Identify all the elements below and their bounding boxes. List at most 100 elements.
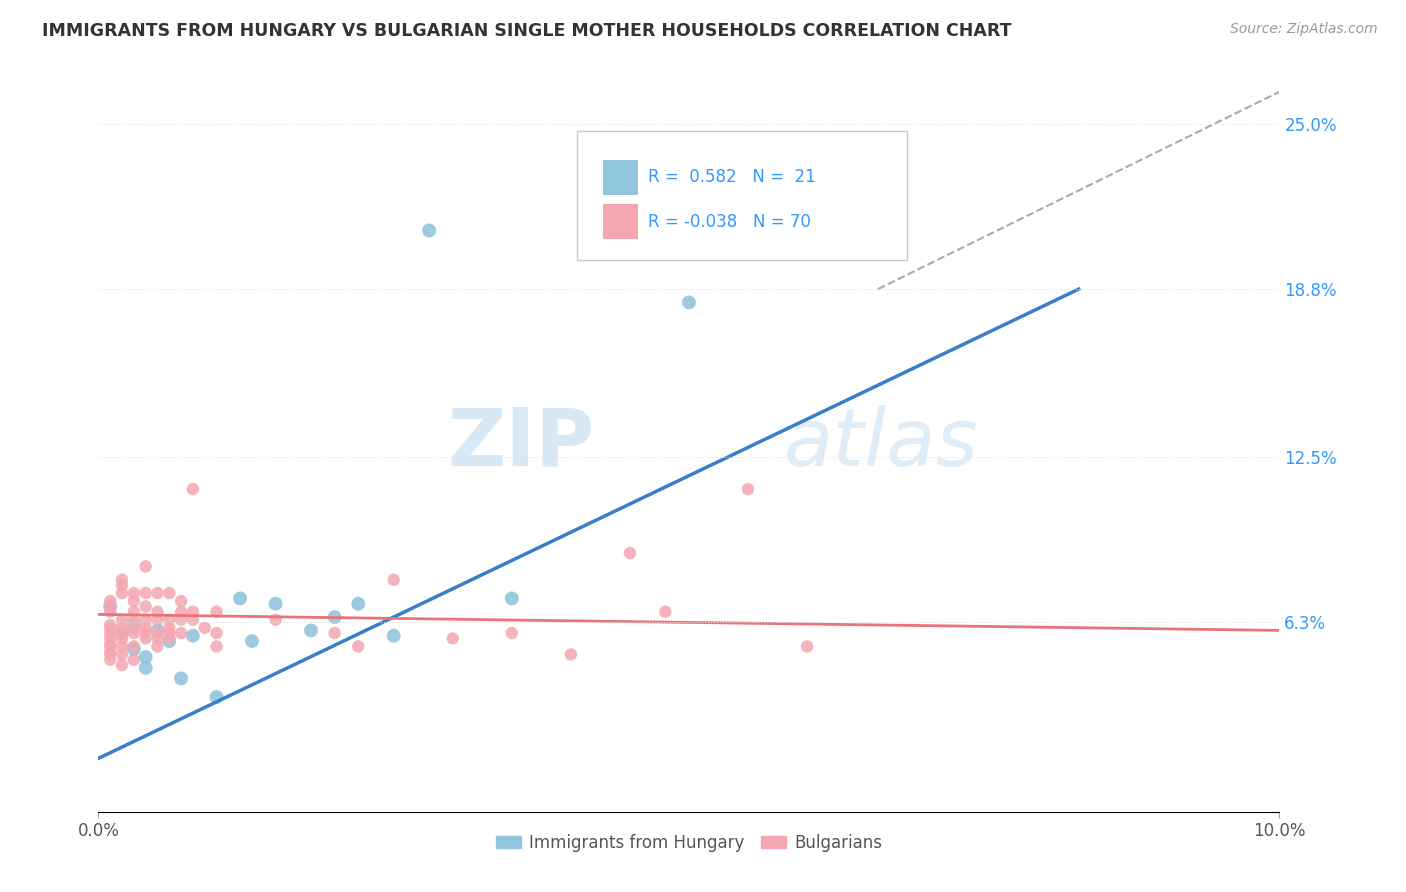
Point (122, 613, 145, 627)
Point (157, 586, 180, 600)
Point (111, 621, 134, 635)
Point (170, 605, 193, 619)
FancyBboxPatch shape (576, 131, 907, 260)
Point (205, 626, 228, 640)
Point (122, 642, 145, 657)
Text: R = -0.038   N = 70: R = -0.038 N = 70 (648, 212, 810, 230)
Point (157, 632, 180, 646)
Point (98, 653, 121, 667)
Point (501, 626, 523, 640)
Point (98, 621, 121, 635)
Point (135, 586, 157, 600)
Point (98, 648, 121, 662)
Point (135, 626, 157, 640)
Point (347, 640, 370, 654)
Point (181, 613, 204, 627)
Point (323, 626, 346, 640)
Text: Source: ZipAtlas.com: Source: ZipAtlas.com (1230, 22, 1378, 37)
Point (98, 599, 121, 614)
Point (122, 586, 145, 600)
Point (135, 559, 157, 574)
Point (441, 632, 464, 646)
Point (205, 605, 228, 619)
Point (98, 637, 121, 651)
Point (678, 295, 700, 310)
Point (122, 626, 145, 640)
Bar (603, 204, 638, 239)
Point (98, 599, 121, 614)
Point (229, 591, 252, 606)
Text: ZIP: ZIP (447, 405, 595, 483)
Point (323, 610, 346, 624)
Point (181, 482, 204, 496)
Point (501, 591, 523, 606)
Point (146, 624, 169, 638)
Point (382, 629, 405, 643)
Point (146, 586, 169, 600)
Point (170, 626, 193, 640)
Point (111, 632, 134, 646)
Point (181, 629, 204, 643)
Point (347, 597, 370, 611)
Point (135, 621, 157, 635)
Point (98, 594, 121, 608)
Point (98, 640, 121, 654)
Point (111, 613, 134, 627)
Point (135, 632, 157, 646)
Point (170, 594, 193, 608)
Point (146, 632, 169, 646)
Point (205, 640, 228, 654)
Point (98, 626, 121, 640)
Point (205, 690, 228, 704)
Point (122, 594, 145, 608)
Point (135, 613, 157, 627)
Point (111, 573, 134, 587)
Point (122, 653, 145, 667)
Point (135, 661, 157, 675)
Legend: Immigrants from Hungary, Bulgarians: Immigrants from Hungary, Bulgarians (489, 827, 889, 859)
Point (418, 223, 440, 237)
Point (122, 640, 145, 654)
Point (157, 613, 180, 627)
Point (560, 648, 582, 662)
Point (240, 634, 263, 648)
Point (122, 618, 145, 632)
Point (98, 605, 121, 619)
Point (157, 634, 180, 648)
Point (181, 605, 204, 619)
Text: IMMIGRANTS FROM HUNGARY VS BULGARIAN SINGLE MOTHER HOUSEHOLDS CORRELATION CHART: IMMIGRANTS FROM HUNGARY VS BULGARIAN SIN… (42, 22, 1012, 40)
Point (619, 546, 641, 560)
Point (122, 621, 145, 635)
Point (111, 640, 134, 654)
Point (170, 672, 193, 686)
Point (98, 632, 121, 646)
Point (194, 621, 217, 635)
Point (111, 626, 134, 640)
Point (111, 586, 134, 600)
Text: atlas: atlas (783, 405, 979, 483)
Point (111, 578, 134, 592)
Point (146, 640, 169, 654)
Point (264, 613, 287, 627)
Point (111, 658, 134, 673)
Point (98, 618, 121, 632)
Point (382, 573, 405, 587)
Point (737, 482, 759, 496)
Point (111, 648, 134, 662)
Point (111, 626, 134, 640)
Point (264, 597, 287, 611)
Point (122, 605, 145, 619)
Text: R =  0.582   N =  21: R = 0.582 N = 21 (648, 169, 815, 186)
Point (146, 613, 169, 627)
Point (796, 640, 818, 654)
Point (299, 624, 322, 638)
Bar (603, 160, 638, 195)
Point (654, 605, 676, 619)
Point (135, 599, 157, 614)
Point (98, 645, 121, 659)
Point (146, 626, 169, 640)
Point (157, 621, 180, 635)
Point (135, 650, 157, 665)
Point (170, 613, 193, 627)
Point (157, 626, 180, 640)
